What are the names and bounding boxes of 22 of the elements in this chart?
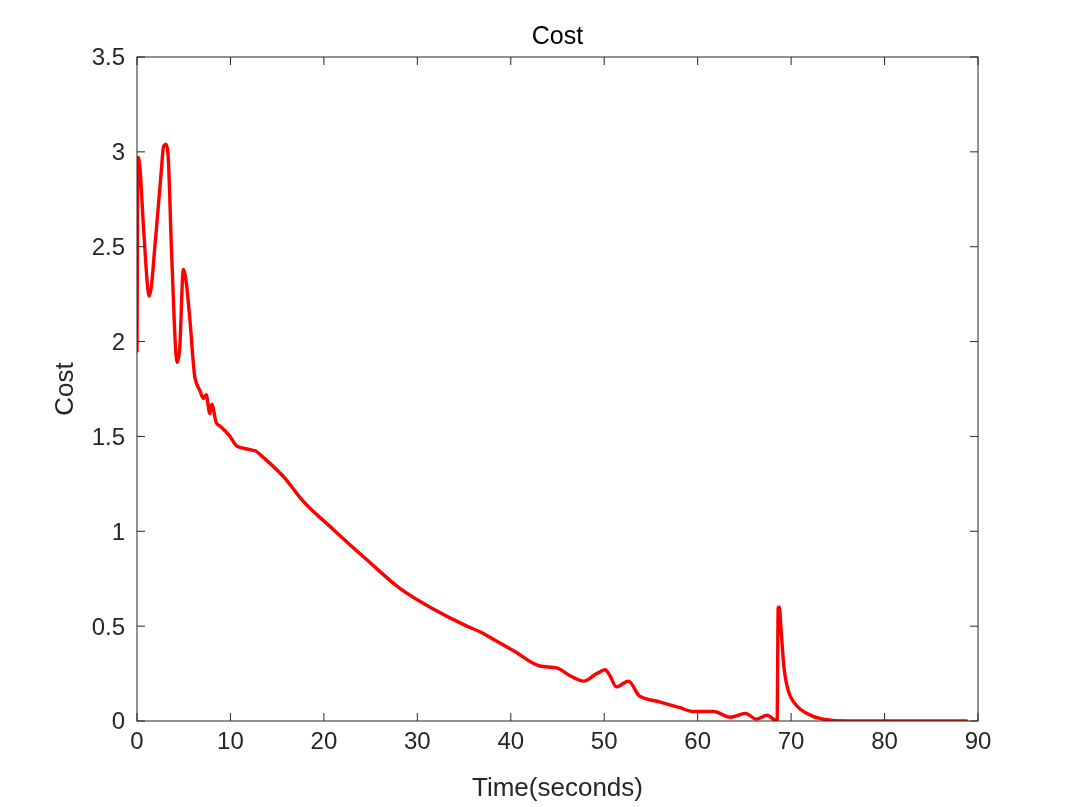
x-tick-label: 30 — [403, 727, 431, 754]
x-tick-label: 0 — [130, 727, 144, 754]
y-tick-label: 3 — [111, 138, 125, 166]
y-tick-label: 2.5 — [91, 233, 125, 261]
y-tick-label: 0 — [111, 707, 125, 735]
x-tick-label: 10 — [217, 727, 244, 754]
y-tick-label: 3.5 — [91, 43, 125, 71]
y-axis-title: Cost — [49, 361, 79, 416]
x-tick-label: 50 — [590, 727, 618, 754]
y-tick-label: 2 — [111, 327, 125, 355]
line-series — [137, 142, 969, 721]
x-tick-label: 70 — [777, 727, 805, 754]
x-tick-label: 80 — [871, 727, 898, 754]
x-tick-label: 90 — [964, 727, 992, 754]
y-tick-label: 1.5 — [91, 422, 125, 450]
x-axis-title: Time(seconds) — [472, 772, 643, 802]
chart-title: Cost — [531, 21, 584, 49]
x-tick-label: 20 — [310, 727, 338, 754]
x-tick-label: 60 — [684, 727, 712, 754]
y-tick-label: 0.5 — [91, 612, 125, 640]
y-tick-label: 1 — [111, 517, 125, 545]
x-tick-label: 40 — [497, 727, 525, 754]
